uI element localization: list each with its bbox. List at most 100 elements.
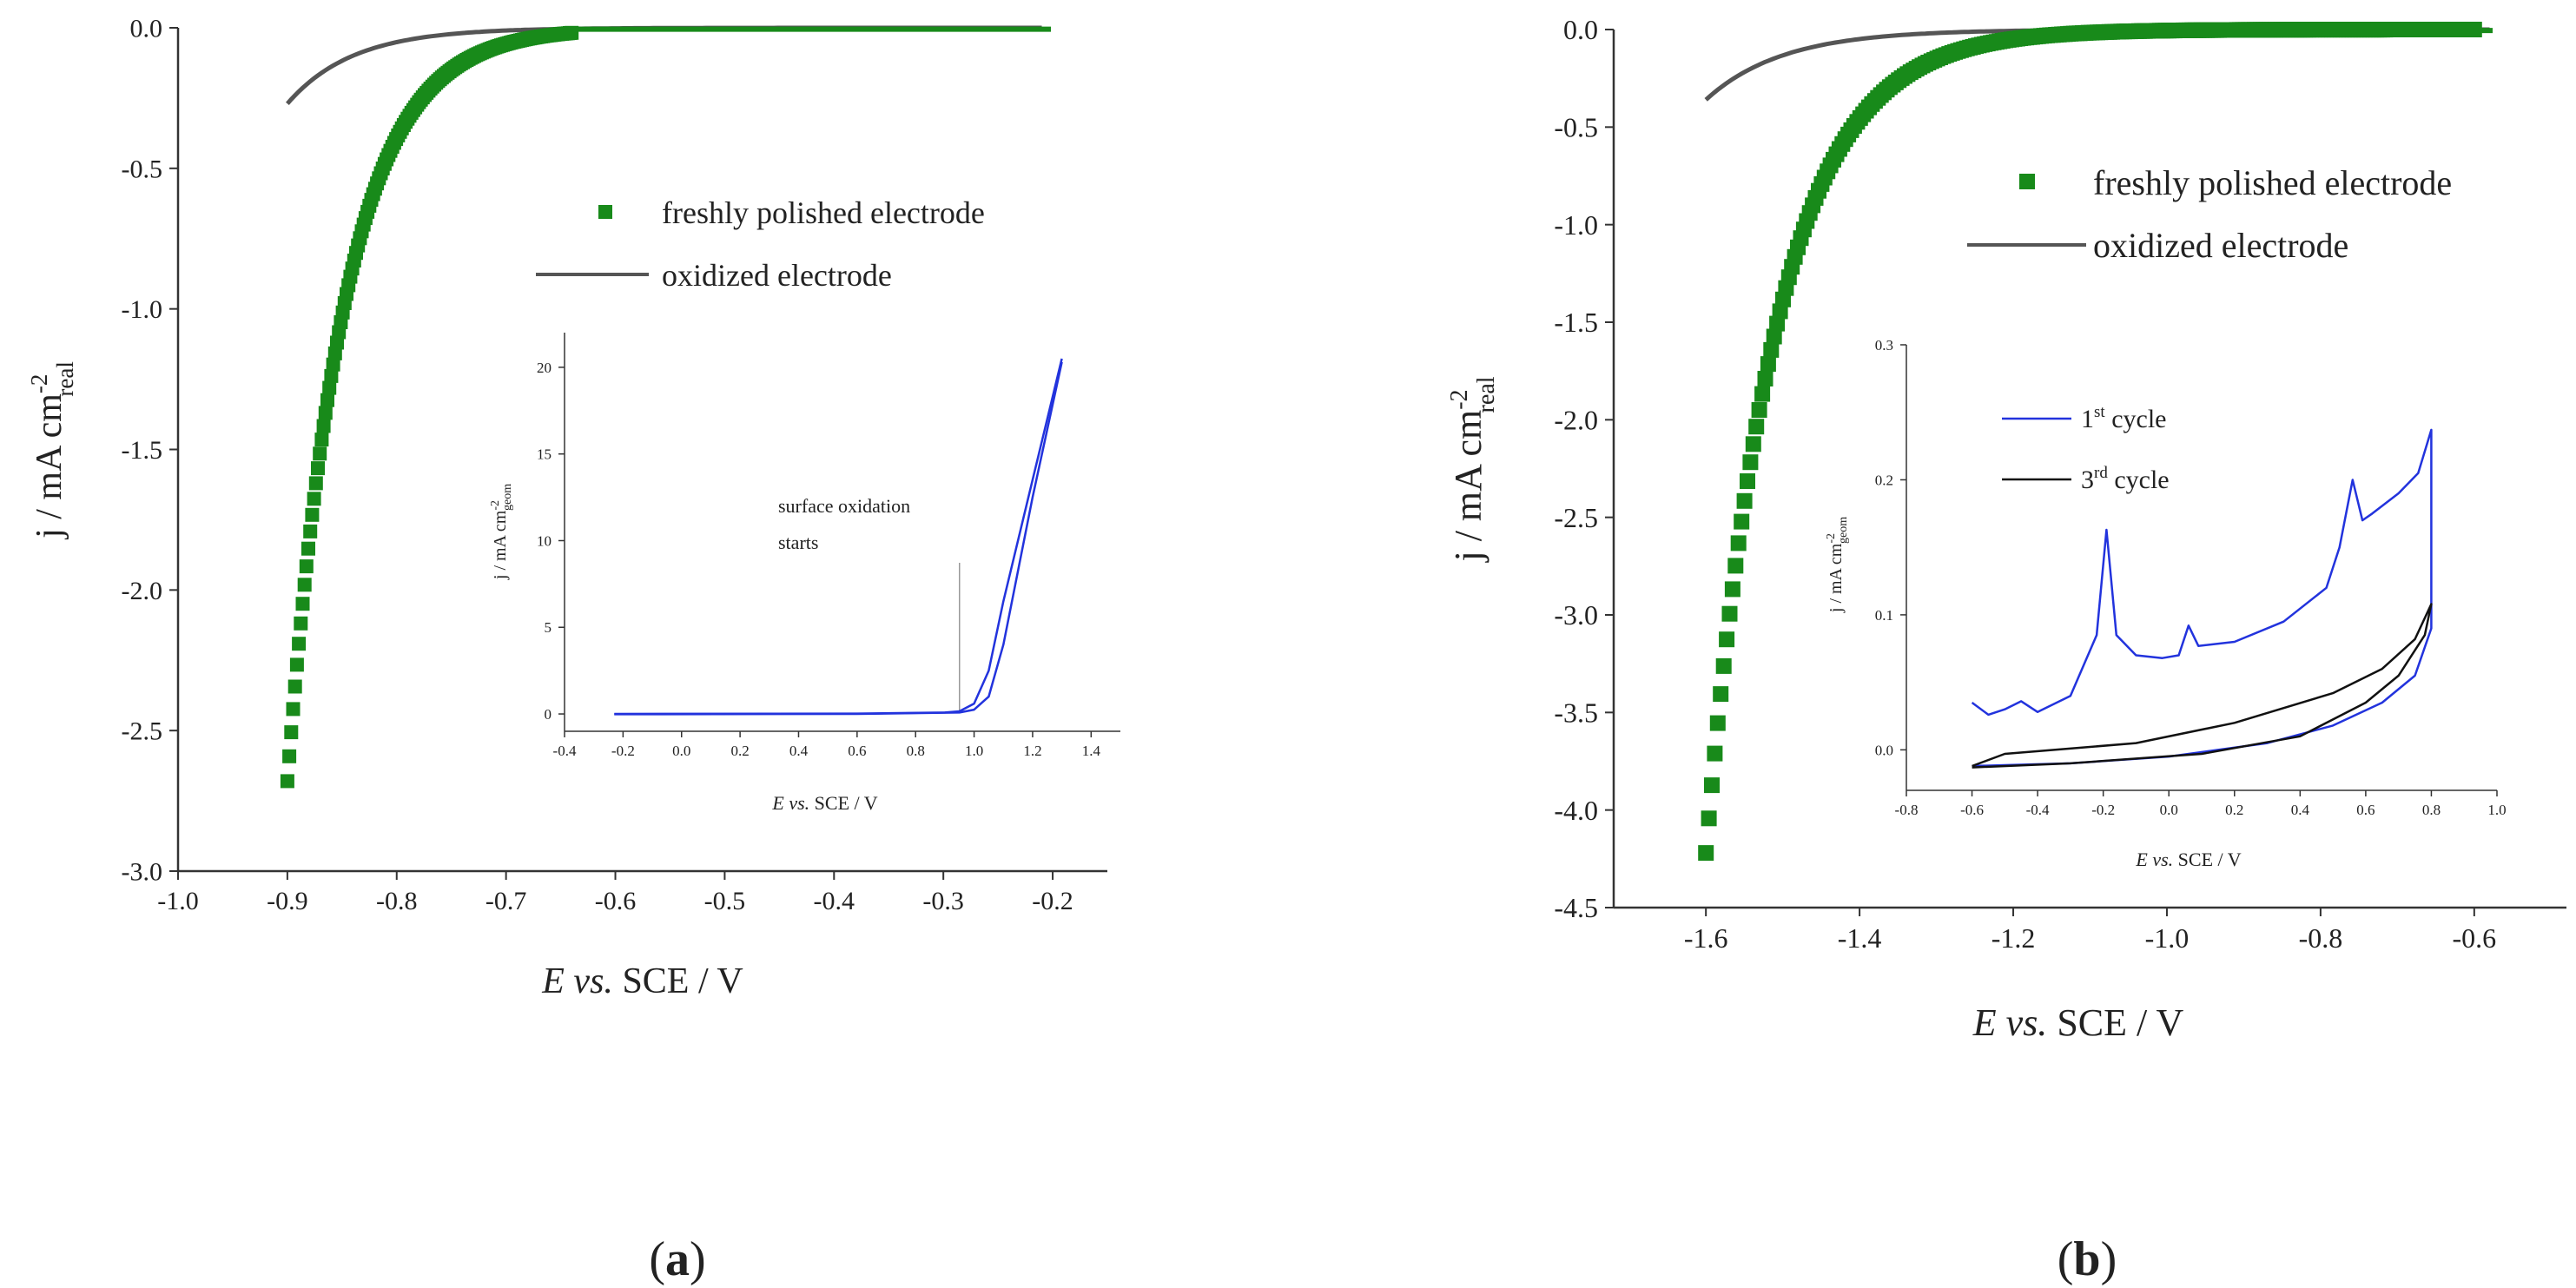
panel-a-fresh-marker <box>301 541 315 556</box>
panel-b-y-tick-label: -4.5 <box>1554 892 1598 923</box>
panel-a-inset-series <box>614 358 1063 716</box>
panel-b-legend-fresh-label: freshly polished electrode <box>2093 163 2452 202</box>
panel-b-inset-x-ticks: -0.8 -0.6 -0.4 -0.2 0.0 0.2 0.4 0.6 0.8 1.0 <box>1895 790 2507 818</box>
panel-b-legend-fresh-marker <box>2019 174 2035 189</box>
panel-a-fresh-marker <box>316 419 331 433</box>
panel-a-y-ticks: 0.0 -0.5 -1.0 -1.5 -2.0 -2.5 -3.0 <box>122 15 178 887</box>
panel-a-y-tick-label: -2.5 <box>122 717 163 746</box>
panel-a-inset-x-tick-label: 0.0 <box>672 743 690 759</box>
panel-b-inset-y-tick-label: 0.2 <box>1875 472 1893 488</box>
panel-b-y-tick-label: -3.5 <box>1554 697 1598 729</box>
panel-b-y-tick-label: -4.0 <box>1554 795 1598 826</box>
panel-b-fresh-marker <box>1748 419 1765 435</box>
panel-b-inset-x-tick-label: 0.4 <box>2291 802 2310 818</box>
panel-b-y-tick-label: -0.5 <box>1554 112 1598 143</box>
panel-a-inset-x-tick-label: 1.4 <box>1082 743 1101 759</box>
panel-b-x-tick-label: -1.0 <box>2145 922 2190 954</box>
panel-a-inset-annotation-line1: surface oxidation <box>778 495 910 517</box>
panel-a-x-tick-label: -0.8 <box>376 887 418 915</box>
panel-a-inset-x-tick-label: 0.4 <box>789 743 809 759</box>
panel-a-fresh-marker <box>327 346 342 360</box>
panel-b-inset-y-ticks: 0.0 0.1 0.2 0.3 <box>1875 337 1906 758</box>
panel-a-y-tick-label: 0.0 <box>130 15 163 43</box>
panel-a-x-tick-label: -0.6 <box>595 887 637 915</box>
panel-b-fresh-marker <box>1760 356 1776 373</box>
panel-b-y-axis-label: j / mA cm-2real <box>1446 376 1500 563</box>
panel-b-fresh-marker <box>1754 386 1771 402</box>
panel-b-fresh-marker <box>1704 777 1720 794</box>
panel-b-fresh-marker <box>2466 22 2482 37</box>
panel-a-inset-y-label: j / mA cm-2geom <box>489 484 514 580</box>
panel-a-fresh-marker <box>320 393 334 407</box>
panel-b-inset-3rd-cycle <box>1972 603 2433 769</box>
panel-b-fresh-marker <box>1734 513 1750 530</box>
panel-b: -1.6 -1.4 -1.2 -1.0 -0.8 -0.6 0.0 -0.5 -1.0 -1.5… <box>1446 14 2566 1286</box>
panel-b-x-axis-label: E vs. SCE / V <box>1972 1001 2184 1044</box>
panel-a-x-axis-label: E vs. SCE / V <box>541 961 743 1001</box>
panel-a-fresh-marker <box>305 507 320 522</box>
panel-b-fresh-marker <box>1721 605 1738 622</box>
panel-a-fresh-marker <box>299 559 314 574</box>
panel-b-fresh-marker <box>1724 581 1740 598</box>
panel-b-fresh-marker <box>1709 715 1726 731</box>
panel-a-inset-y-tick-label: 0 <box>545 706 552 723</box>
panel-a-x-tick-label: -0.5 <box>704 887 746 915</box>
panel-b-inset-legend-3rd-label: 3rd cycle <box>2081 464 2170 494</box>
panel-a-oxidized-series <box>286 25 1042 106</box>
panel-a-legend-oxidized-label: oxidized electrode <box>662 258 892 293</box>
panel-a-y-tick-label: -1.5 <box>122 436 163 465</box>
panel-b-inset-y-tick-label: 0.0 <box>1875 742 1893 758</box>
panel-b-fresh-marker <box>1707 745 1723 762</box>
panel-a-inset: -0.4 -0.2 0.0 0.2 0.4 0.6 0.8 1.0 1.2 1.4 0 5 10 15 2… <box>489 333 1120 814</box>
panel-b-fresh-marker <box>1757 371 1773 386</box>
panel-a-fresh-marker <box>308 476 323 491</box>
panel-b-fresh-series <box>1698 22 2493 862</box>
panel-b-fresh-marker <box>1766 328 1782 345</box>
panel-a-fresh-marker <box>282 749 297 763</box>
panel-b-inset-x-tick-label: 0.8 <box>2422 802 2441 818</box>
panel-b-x-tick-label: -0.8 <box>2299 922 2343 954</box>
panel-a-inset-y-tick-label: 5 <box>545 619 552 636</box>
panel-b-fresh-marker <box>1740 473 1755 489</box>
panel-b-inset-x-tick-label: 0.0 <box>2160 802 2178 818</box>
panel-a-fresh-marker <box>303 524 318 538</box>
panel-a-fresh-marker <box>307 492 321 506</box>
panel-a-inset-forward-scan <box>614 358 1063 716</box>
panel-a-x-tick-label: -0.4 <box>814 887 855 915</box>
panel-a-fresh-marker <box>295 597 310 611</box>
panel-b-x-tick-label: -1.6 <box>1684 922 1728 954</box>
panel-a-inset-x-tick-label: 0.6 <box>848 743 866 759</box>
panel-a-inset-y-tick-label: 10 <box>537 532 552 549</box>
panel-a: -1.0 -0.9 -0.8 -0.7 -0.6 -0.5 -0.4 -0.3 -0.2 0.0… <box>26 15 1120 1286</box>
panel-a-fresh-marker <box>311 461 325 476</box>
panel-b-inset-y-tick-label: 0.3 <box>1875 337 1893 353</box>
panel-a-inset-x-tick-label: 0.8 <box>907 743 925 759</box>
panel-b-x-ticks: -1.6 -1.4 -1.2 -1.0 -0.8 -0.6 <box>1684 908 2496 954</box>
panel-a-inset-x-tick-label: -0.2 <box>611 743 635 759</box>
panel-b-fresh-marker <box>1745 436 1761 452</box>
panel-b-inset-x-tick-label: -0.2 <box>2091 802 2115 818</box>
panel-b-fresh-marker <box>1763 341 1780 358</box>
panel-a-y-axis-label: j / mA cm-2real <box>26 361 78 540</box>
panel-b-y-tick-label: -3.0 <box>1554 599 1598 631</box>
panel-a-y-tick-label: -2.0 <box>122 577 163 605</box>
panel-a-fresh-marker <box>292 637 307 651</box>
panel-b-inset-series <box>1971 428 2433 769</box>
panel-b-x-tick-label: -1.2 <box>1991 922 2036 954</box>
panel-a-fresh-marker <box>284 725 299 740</box>
panel-b-fresh-marker <box>1715 657 1732 674</box>
panel-a-fresh-marker <box>287 679 302 694</box>
panel-b-inset-x-tick-label: 0.2 <box>2225 802 2243 818</box>
panel-a-fresh-marker <box>294 616 308 631</box>
panel-a-x-tick-label: -1.0 <box>157 887 199 915</box>
panel-a-inset-x-tick-label: -0.4 <box>553 743 577 759</box>
panel-a-fresh-marker <box>313 446 327 461</box>
panel-a-inset-x-tick-label: 0.2 <box>730 743 749 759</box>
panel-a-y-tick-label: -0.5 <box>122 155 163 183</box>
panel-a-inset-reverse-scan <box>614 361 1063 716</box>
panel-b-fresh-marker <box>1698 845 1714 862</box>
panel-a-fresh-marker <box>297 578 312 592</box>
panel-a-fresh-marker <box>314 433 329 447</box>
panel-a-fresh-series <box>280 25 1051 789</box>
